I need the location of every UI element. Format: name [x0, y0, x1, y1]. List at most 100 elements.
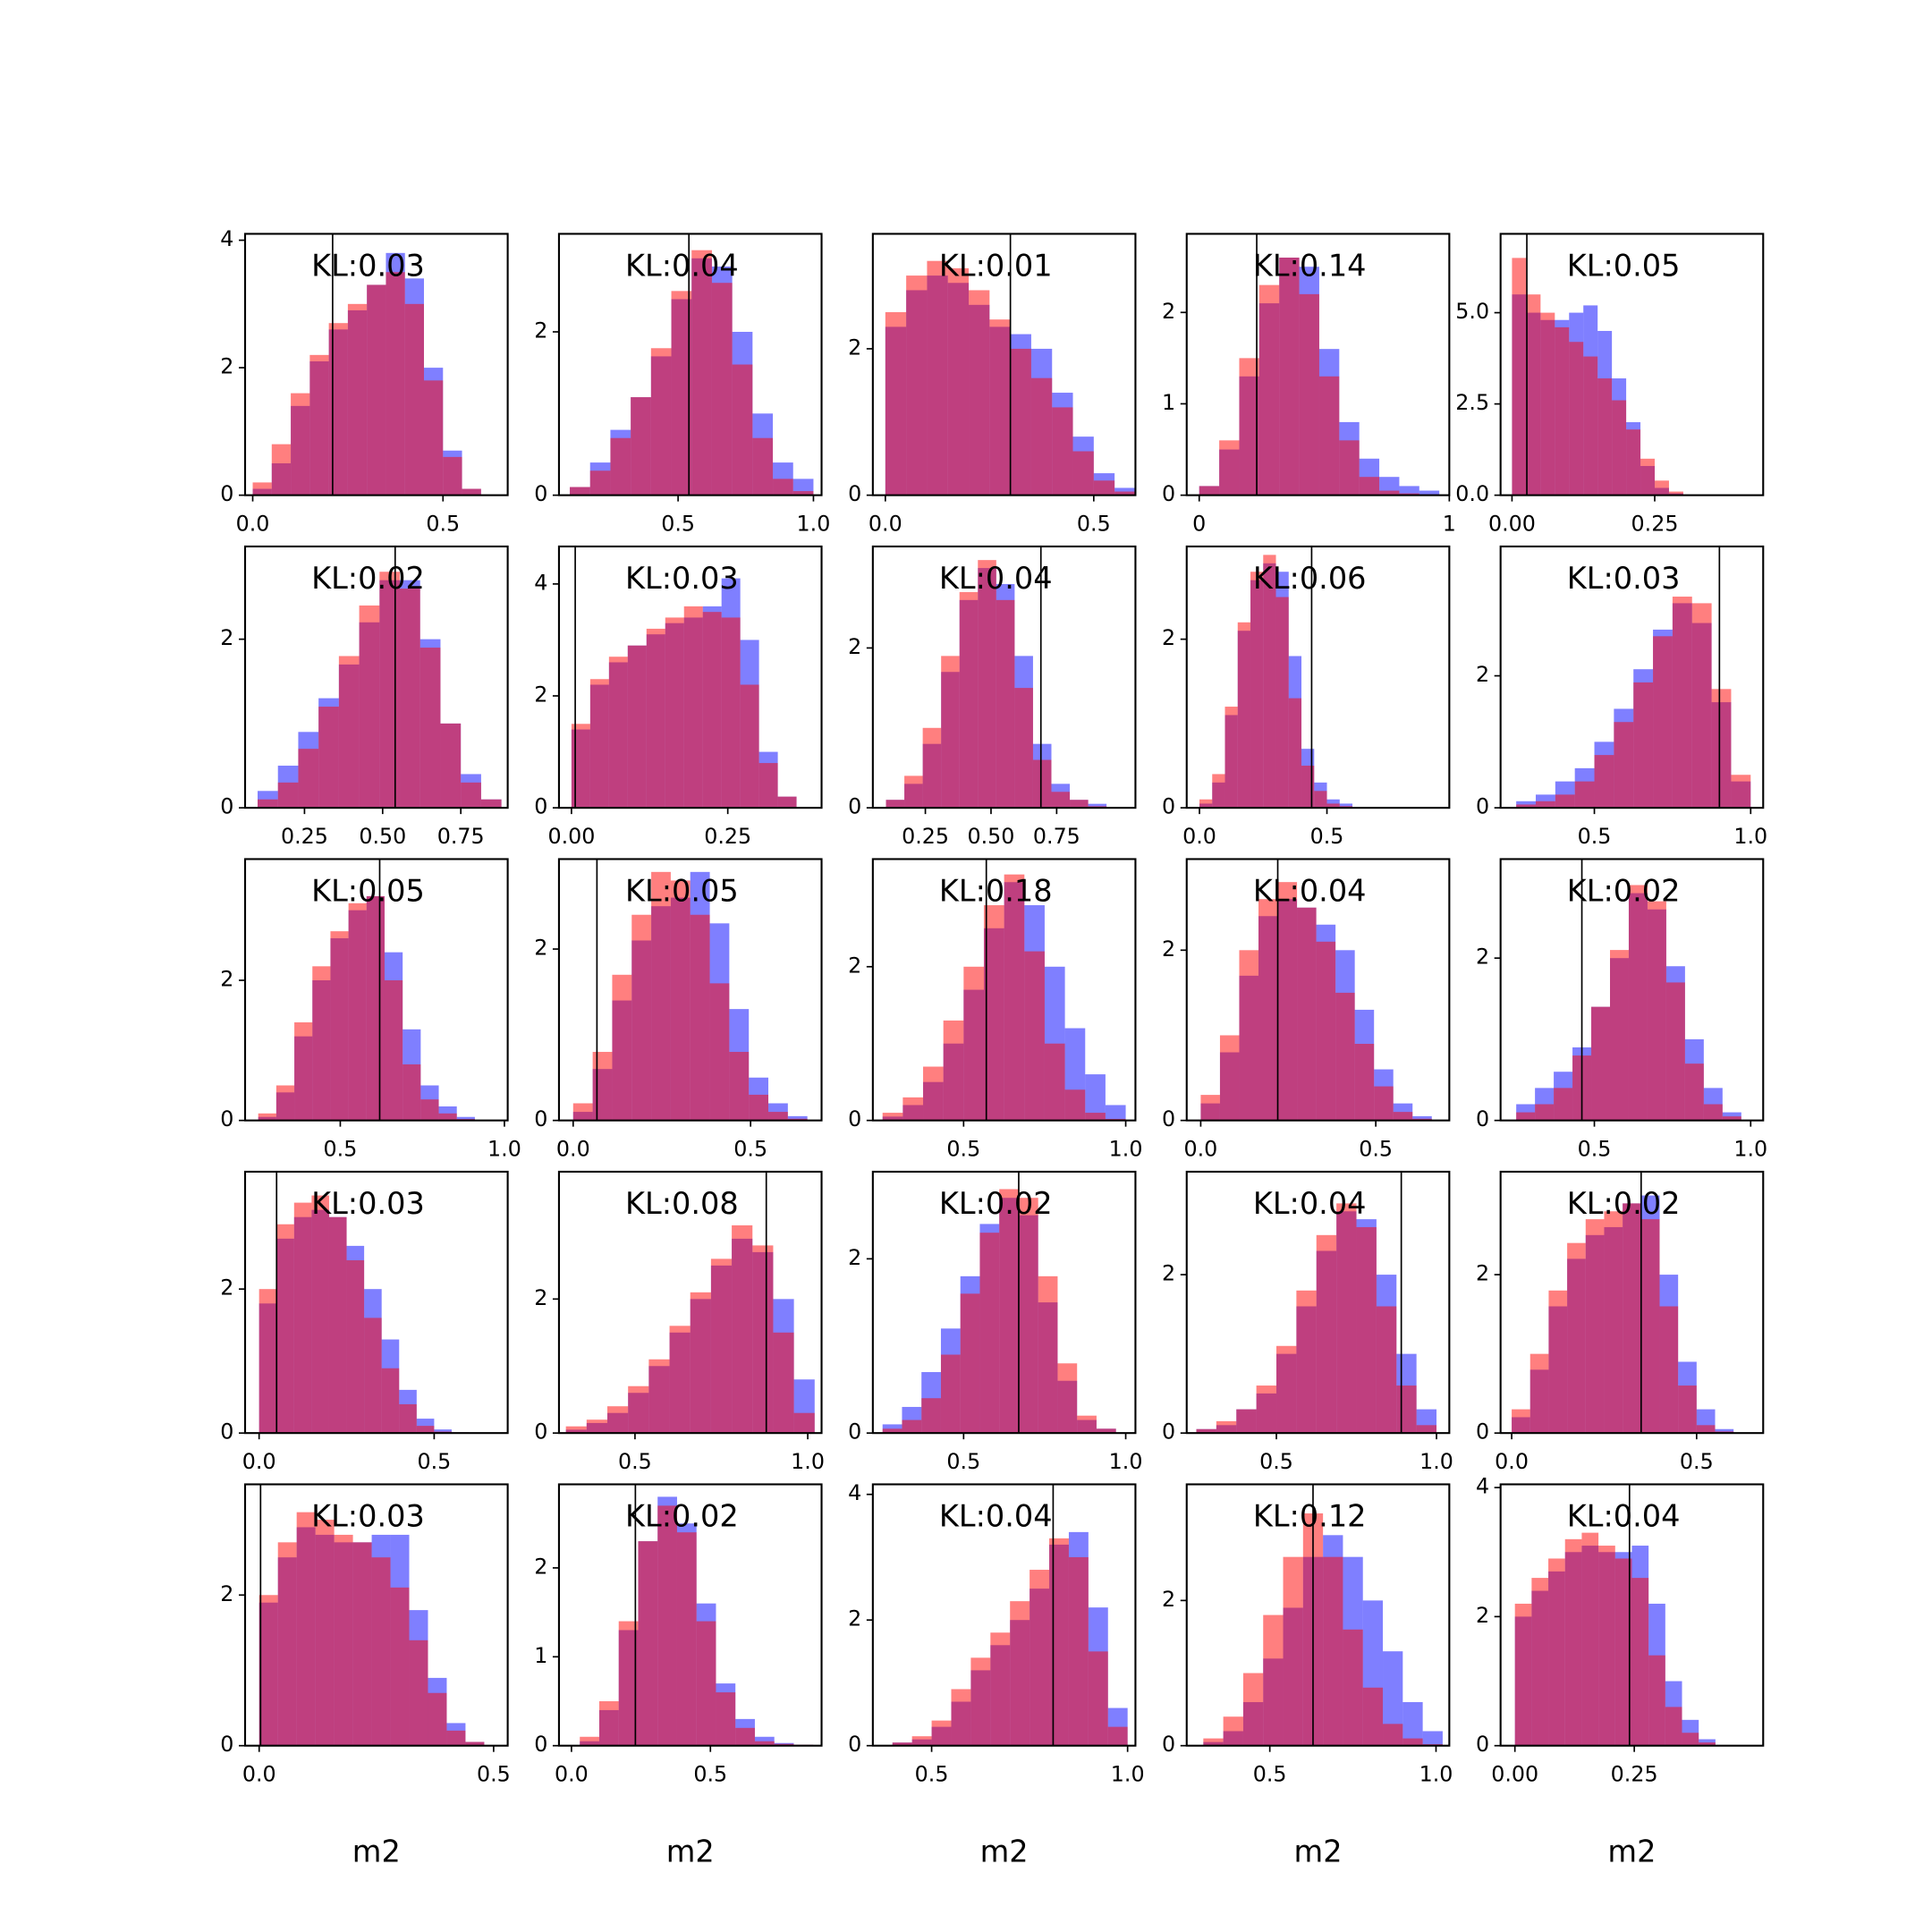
- y-tick-label: 4: [1476, 1474, 1489, 1499]
- y-tick-label: 0: [1476, 1732, 1489, 1757]
- subplot: [571, 546, 797, 809]
- x-tick-label: 1.0: [791, 1449, 825, 1474]
- hist-bar: [631, 914, 652, 1121]
- hist-bar: [1526, 294, 1541, 496]
- hist-bar: [1583, 356, 1598, 496]
- y-tick-label: 2: [848, 953, 861, 978]
- hist-bar: [1004, 874, 1025, 1121]
- x-tick-label: 0.0: [1184, 1137, 1218, 1162]
- hist-bar: [402, 1063, 421, 1121]
- hist-bar: [1633, 682, 1654, 809]
- hist-bar: [1383, 1651, 1403, 1746]
- subplot: [882, 859, 1126, 1121]
- hist-bar: [330, 931, 349, 1121]
- x-tick-label: 0.0: [1495, 1449, 1529, 1474]
- hist-bar: [768, 1112, 788, 1121]
- hist-bar: [612, 974, 632, 1121]
- hist-bar: [384, 979, 403, 1121]
- y-tick-label: 0: [1476, 1419, 1489, 1445]
- y-tick-label: 2: [848, 634, 861, 659]
- hist-bar: [729, 1052, 750, 1121]
- hist-bar: [390, 1587, 410, 1746]
- hist-bar: [1668, 491, 1683, 496]
- x-tick-label: 0.0: [242, 1762, 276, 1787]
- y-tick-label: 0: [848, 1419, 861, 1445]
- hist-bar: [1604, 1211, 1623, 1434]
- x-tick-label: 0.5: [1578, 1137, 1612, 1162]
- hist-bar: [346, 1259, 365, 1434]
- hist-bar: [293, 1202, 312, 1434]
- annotation: KL:0.12: [1253, 1499, 1367, 1534]
- y-tick-label: 0: [848, 1732, 861, 1757]
- hist-bar: [963, 966, 984, 1121]
- hist-bar: [1691, 603, 1712, 809]
- annotation: KL:0.02: [1567, 874, 1681, 909]
- hist-bar: [1548, 1558, 1565, 1746]
- y-tick-label: 2: [220, 625, 233, 650]
- hist-bar: [1564, 1538, 1582, 1746]
- hist-bar: [420, 1099, 439, 1121]
- hist-bar: [1672, 597, 1692, 809]
- hist-bar: [921, 1398, 941, 1434]
- hist-bar: [1239, 950, 1259, 1121]
- hist-bar: [416, 1426, 435, 1434]
- hist-bar: [440, 723, 462, 809]
- hist-bar: [296, 1512, 316, 1746]
- annotation: KL:0.04: [1253, 1186, 1367, 1221]
- x-tick-label: 0.25: [281, 824, 328, 849]
- hist-bar: [1530, 1353, 1549, 1434]
- y-tick-label: 0: [534, 1419, 547, 1445]
- x-tick-label: 0.5: [418, 1449, 452, 1474]
- y-tick-label: 0: [1162, 1419, 1175, 1445]
- hist-bar: [1014, 688, 1033, 809]
- hist-bar: [1263, 555, 1276, 809]
- hist-bar: [1402, 1738, 1423, 1746]
- hist-bar: [892, 1742, 912, 1746]
- hist-bar: [1516, 804, 1536, 809]
- hist-bar: [1531, 1578, 1549, 1746]
- subplot: [1199, 233, 1440, 496]
- annotation: KL:0.01: [939, 249, 1053, 284]
- annotation: KL:0.18: [939, 874, 1053, 909]
- x-tick-label: 0.0: [869, 512, 902, 537]
- axes-frame: [557, 545, 823, 809]
- x-tick-label: 1.0: [1109, 1449, 1143, 1474]
- axes-frame: [557, 858, 823, 1122]
- hist-bar: [970, 1657, 991, 1746]
- hist-bar: [773, 479, 793, 496]
- hist-bar: [275, 1085, 295, 1121]
- axes-frame: [557, 1483, 823, 1747]
- y-tick-label: 0: [1162, 1106, 1175, 1131]
- axes-frame: [871, 858, 1137, 1122]
- hist-bar: [1236, 1409, 1257, 1434]
- hist-bar: [1077, 1415, 1097, 1434]
- y-tick-label: 2: [1162, 1587, 1175, 1612]
- y-tick-label: 2: [534, 318, 547, 343]
- x-axis-label: m2: [980, 1834, 1029, 1868]
- hist-bar: [1610, 950, 1629, 1121]
- y-tick-label: 4: [848, 1480, 861, 1505]
- axes-frame: [243, 1483, 509, 1747]
- hist-bar: [1516, 1112, 1536, 1121]
- hist-bar: [1567, 1242, 1586, 1434]
- hist-bar: [1356, 1226, 1377, 1434]
- hist-bar: [352, 1542, 372, 1746]
- hist-bar: [983, 905, 1004, 1121]
- hist-bar: [1088, 803, 1107, 809]
- hist-bar: [1051, 792, 1071, 809]
- hist-bar: [752, 437, 774, 496]
- hist-bar: [1648, 1655, 1665, 1746]
- hist-bar: [1314, 791, 1327, 809]
- hist-bar: [696, 1621, 716, 1746]
- hist-bar: [586, 1419, 608, 1434]
- y-tick-label: 5.0: [1455, 299, 1489, 324]
- x-tick-label: 0.5: [1259, 1449, 1293, 1474]
- axes-frame: [1499, 1170, 1765, 1435]
- axes-frame: [1499, 233, 1765, 496]
- hist-bar: [1362, 1687, 1384, 1746]
- hist-bar: [1339, 440, 1360, 496]
- hist-bar: [443, 456, 462, 496]
- hist-bar: [931, 1720, 952, 1746]
- hist-bar: [1010, 1601, 1030, 1746]
- axes-frame: [1185, 1170, 1451, 1435]
